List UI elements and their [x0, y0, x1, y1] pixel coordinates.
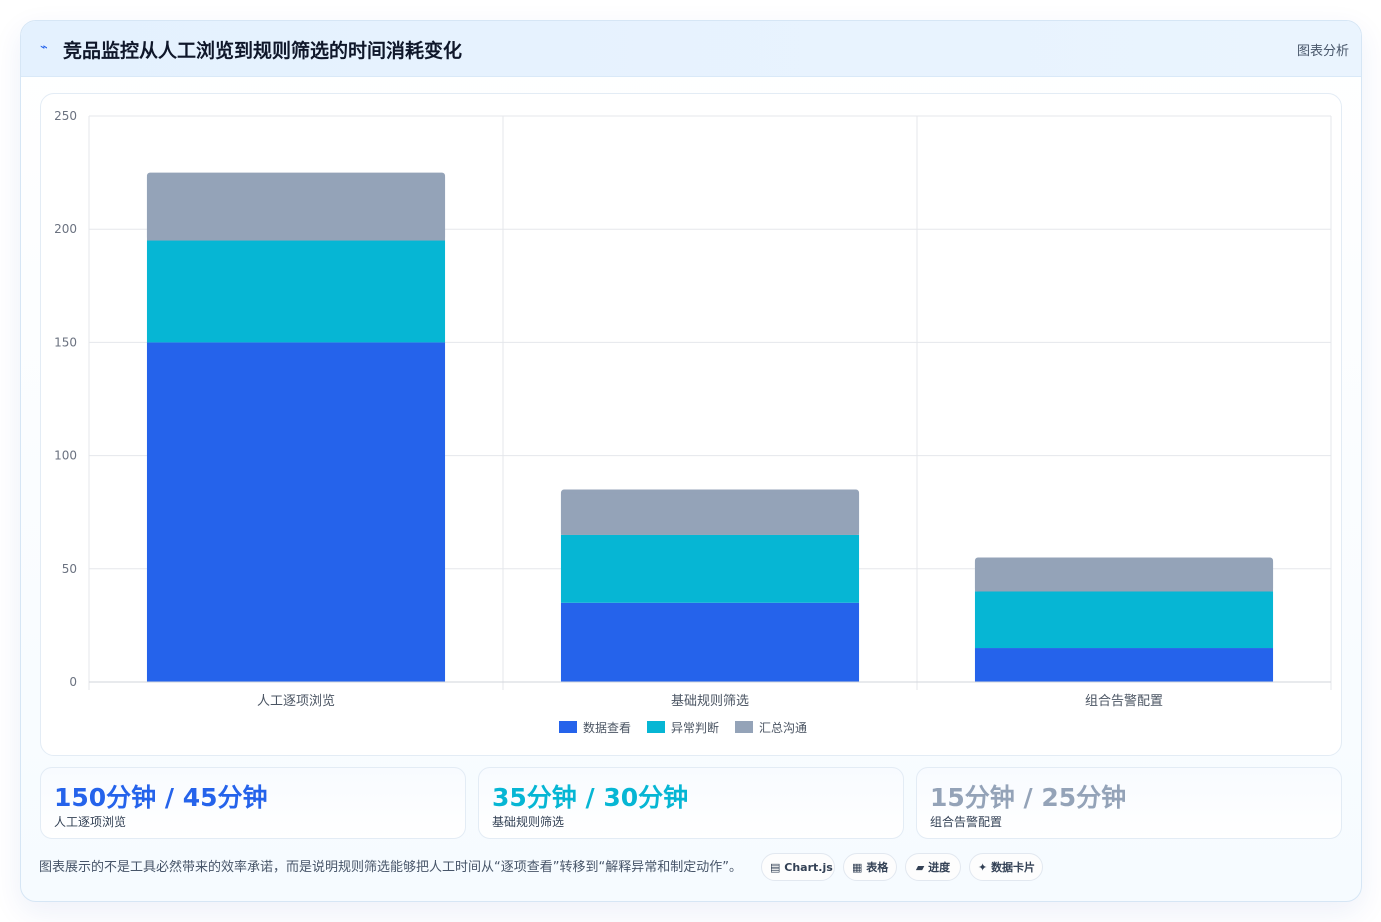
- card-header: ⌁ 竞品监控从人工浏览到规则筛选的时间消耗变化 图表分析: [21, 21, 1361, 77]
- bar-segment: [974, 648, 1274, 682]
- chart-icon: ▤: [770, 861, 781, 874]
- legend-swatch: [559, 721, 577, 733]
- chip-label: 表格: [866, 861, 889, 874]
- footer-note: 图表展示的不是工具必然带来的效率承诺，而是说明规则筛选能够把人工时间从“逐项查看…: [39, 860, 742, 875]
- stat-value: 35分钟 / 30分钟: [492, 783, 689, 812]
- y-tick-label: 0: [69, 675, 77, 689]
- chart-trend-icon: ⌁: [40, 40, 48, 55]
- legend-label: 异常判断: [671, 720, 719, 735]
- chip-label: 数据卡片: [991, 861, 1036, 874]
- chip-table[interactable]: ▦ 表格: [843, 853, 897, 881]
- chart-analysis-tag: 图表分析: [1296, 44, 1349, 59]
- stat-label: 基础规则筛选: [492, 815, 565, 829]
- chip-chartjs[interactable]: ▤ Chart.js: [761, 853, 835, 881]
- chip-data-cards[interactable]: ✦ 数据卡片: [969, 853, 1043, 881]
- chart-card: ⌁ 竞品监控从人工浏览到规则筛选的时间消耗变化 图表分析 0 50 100 150 20…: [20, 20, 1362, 902]
- legend-label: 数据查看: [583, 720, 631, 735]
- y-tick-label: 200: [54, 222, 77, 236]
- table-icon: ▦: [852, 861, 863, 874]
- stat-label: 人工逐项浏览: [54, 815, 127, 829]
- legend-swatch: [647, 721, 665, 733]
- chart-area: 0 50 100 150 200 250 人工逐项浏览 基础规则筛选 组合告警配置数据查看 异常判…: [40, 93, 1342, 756]
- legend-label: 汇总沟通: [759, 721, 807, 735]
- y-tick-label: 50: [62, 562, 77, 576]
- y-tick-label: 250: [54, 109, 77, 123]
- sparkle-icon: ✦: [978, 861, 988, 874]
- bar-segment-fill: [974, 561, 1274, 592]
- y-tick-label: 150: [54, 335, 77, 349]
- y-tick-label: 100: [54, 449, 77, 463]
- x-tick-label: 人工逐项浏览: [257, 693, 335, 709]
- bar-segment: [560, 534, 860, 603]
- progress-icon: ▰: [915, 861, 925, 874]
- bar-segment: [560, 602, 860, 682]
- stat-value: 150分钟 / 45分钟: [54, 783, 268, 812]
- chip-label: Chart.js: [784, 861, 833, 874]
- chart-title: 竞品监控从人工浏览到规则筛选的时间消耗变化: [63, 40, 463, 62]
- chip-progress[interactable]: ▰ 进度: [905, 853, 961, 881]
- stat-card-basic-rules: 35分钟 / 30分钟 基础规则筛选: [478, 767, 904, 839]
- x-tick-label: 基础规则筛选: [671, 694, 749, 709]
- bar-segment-fill: [560, 493, 860, 535]
- stat-card-combined-alerts: 15分钟 / 25分钟 组合告警配置: [916, 767, 1342, 839]
- stat-label: 组合告警配置: [930, 815, 1003, 829]
- bar-segment-fill: [146, 176, 446, 241]
- stat-value: 15分钟 / 25分钟: [930, 783, 1127, 812]
- chip-label: 进度: [928, 861, 951, 874]
- stat-cards: 150分钟 / 45分钟 人工逐项浏览 35分钟 / 30分钟 基础规则筛选 1…: [40, 767, 1342, 839]
- bar-segment: [974, 591, 1274, 649]
- bar-segment: [146, 342, 446, 682]
- bar-segment: [146, 240, 446, 343]
- x-tick-label: 组合告警配置: [1085, 693, 1163, 709]
- legend-swatch: [735, 721, 753, 733]
- stat-card-manual: 150分钟 / 45分钟 人工逐项浏览: [40, 767, 466, 839]
